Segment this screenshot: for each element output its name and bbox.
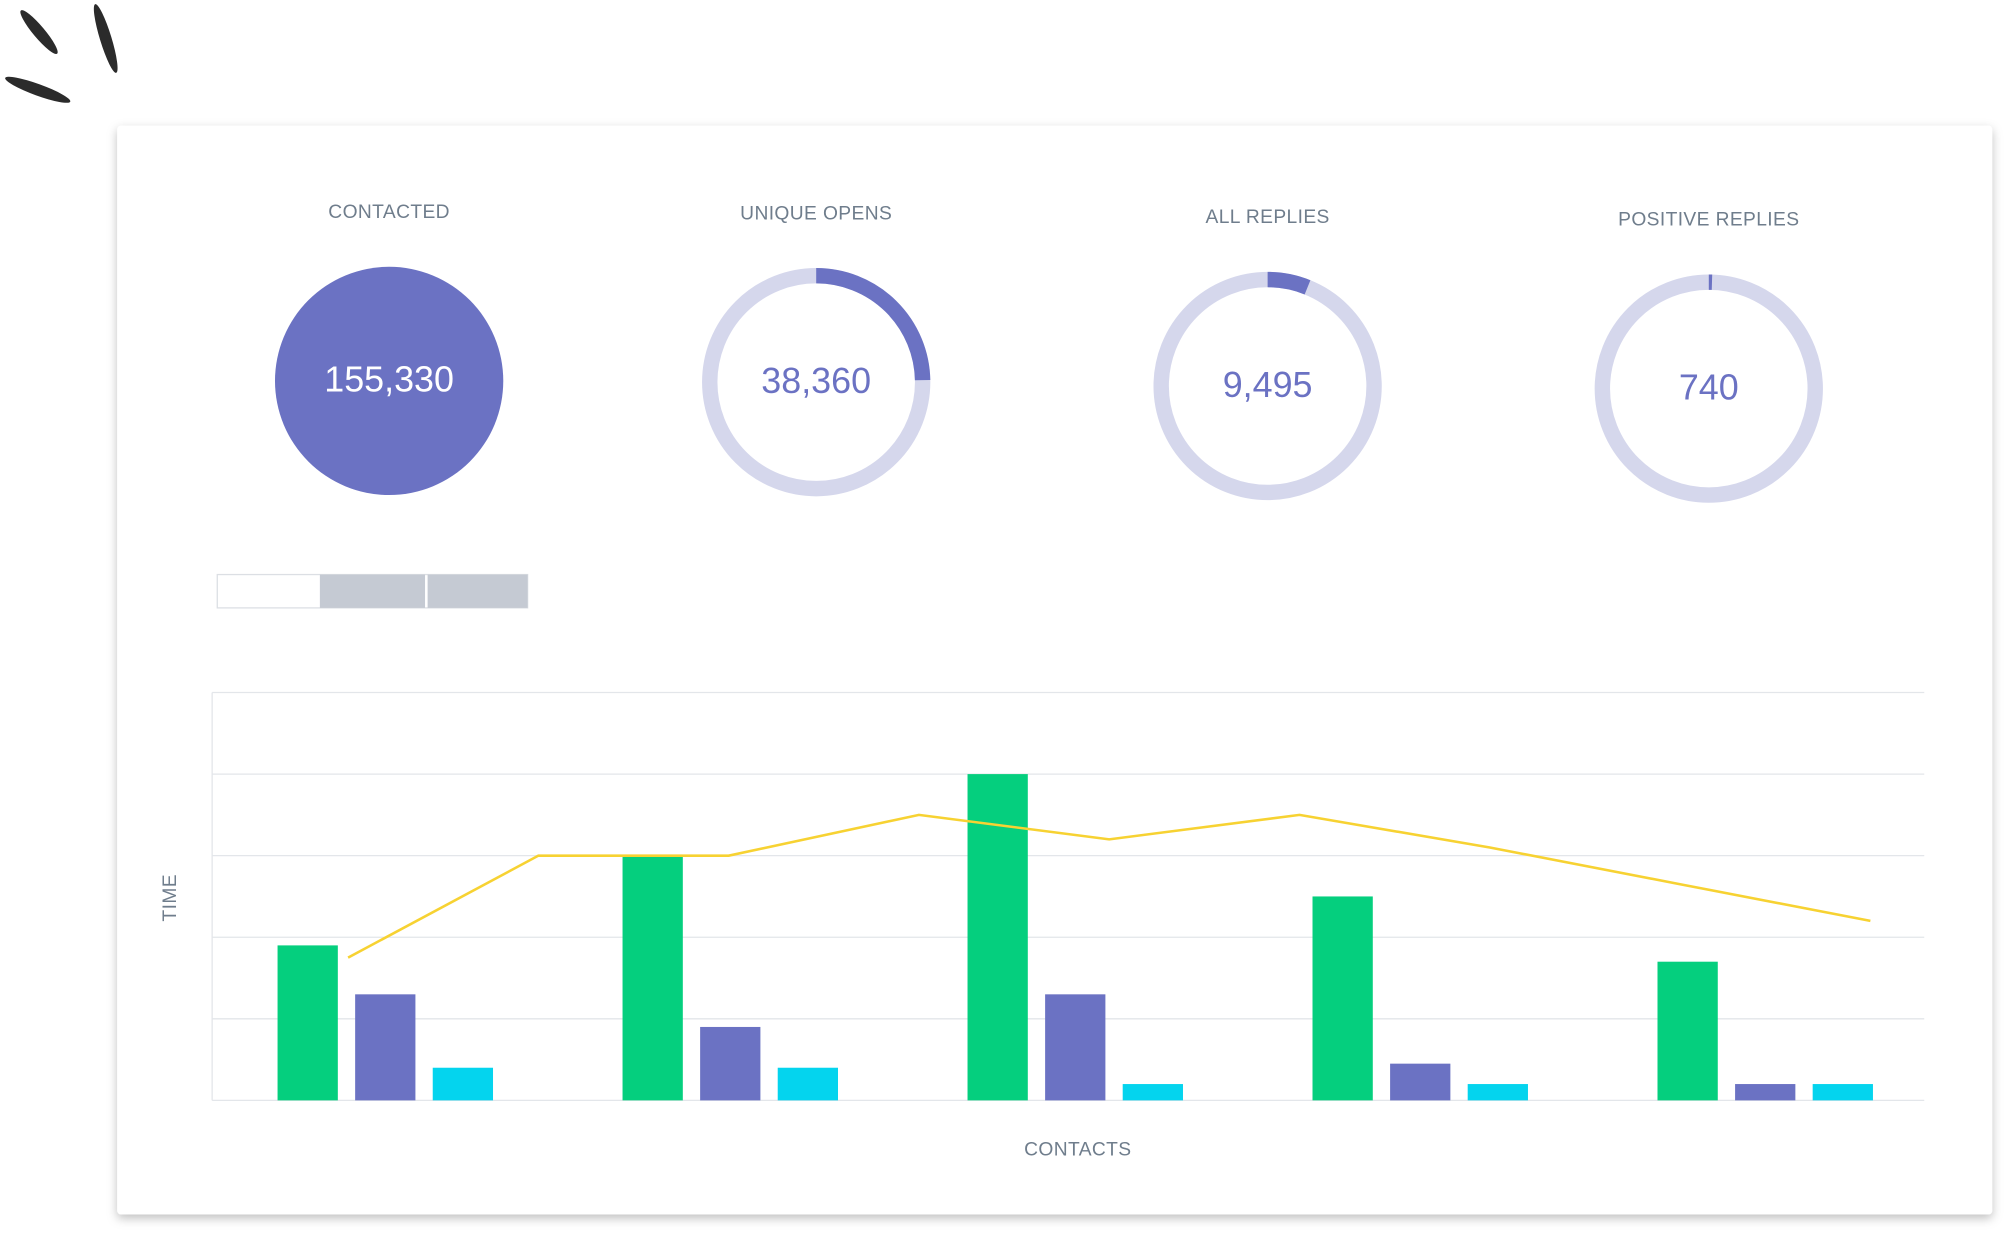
- stat-value: 740: [1679, 367, 1739, 407]
- bar: [432, 1067, 494, 1101]
- stat-value: 9,495: [1223, 365, 1313, 405]
- y-axis-label: TIME: [160, 874, 181, 921]
- x-axis-label: CONTACTS: [1024, 1139, 1131, 1160]
- stat-label: POSITIVE REPLIES: [1618, 210, 1799, 231]
- bar: [1312, 896, 1373, 1101]
- bar: [700, 1026, 761, 1101]
- toggle-option[interactable]: [427, 574, 528, 608]
- bar: [277, 945, 338, 1101]
- bar: [1045, 994, 1106, 1101]
- bar: [355, 994, 416, 1101]
- stat-ring: [1594, 274, 1823, 503]
- stat-arc: [816, 268, 931, 381]
- stat-arc: [1267, 271, 1311, 295]
- bar: [1122, 1084, 1183, 1101]
- bar: [777, 1067, 838, 1101]
- card: [117, 125, 1993, 1215]
- bar: [1812, 1084, 1873, 1101]
- line: [347, 813, 1871, 959]
- bar: [1657, 961, 1718, 1101]
- bar: [622, 855, 683, 1101]
- stat-circle: [274, 266, 504, 496]
- stat-value: 38,360: [761, 361, 871, 401]
- decoration: [5, 4, 118, 103]
- stat-value: 155,330: [324, 360, 454, 400]
- toggle-option[interactable]: [319, 574, 426, 608]
- stat-label: UNIQUE OPENS: [740, 203, 892, 224]
- stat-label: ALL REPLIES: [1205, 207, 1329, 228]
- bar: [1735, 1084, 1796, 1101]
- bar: [1467, 1084, 1528, 1101]
- bar: [1390, 1063, 1451, 1101]
- stat-label: CONTACTED: [328, 202, 450, 223]
- range-toggle[interactable]: [216, 573, 529, 609]
